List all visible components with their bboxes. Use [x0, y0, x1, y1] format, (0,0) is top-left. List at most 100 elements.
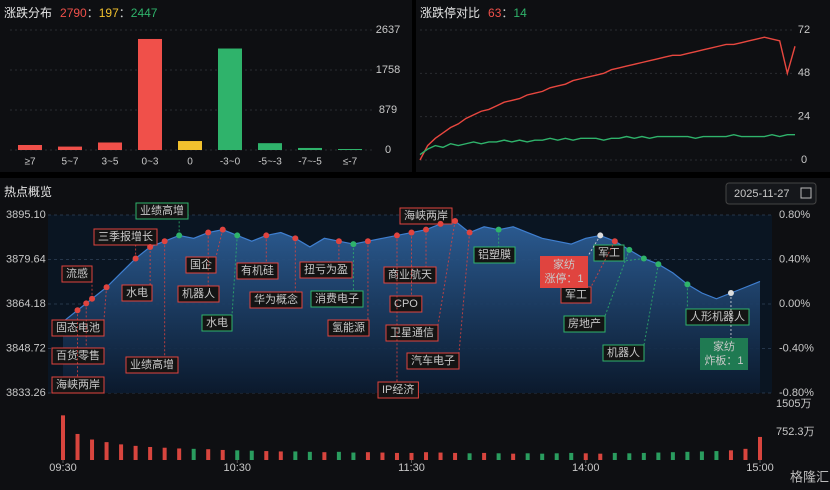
panel-title: 热点概览 — [4, 184, 52, 199]
volume-bar — [758, 436, 762, 460]
volume-bar — [685, 451, 690, 460]
volume-bar — [656, 452, 661, 460]
marker — [684, 281, 691, 288]
volume-bar — [133, 445, 138, 460]
x-tick-label: ≥7 — [24, 157, 35, 168]
marker — [423, 226, 430, 233]
volume-bar — [438, 452, 443, 460]
marker — [335, 238, 342, 245]
date-picker[interactable] — [725, 182, 817, 205]
leader-line — [231, 235, 238, 316]
annotation-box — [602, 344, 645, 362]
annotation-box — [249, 291, 303, 309]
marker — [495, 226, 502, 233]
marker — [350, 241, 357, 248]
y2-tick-label: 0.80% — [779, 209, 810, 221]
annotation-label: 华为概念 — [254, 292, 298, 306]
annotation-label: 有机硅 — [241, 263, 274, 277]
x-tick-label: -7~-5 — [298, 157, 322, 168]
volume-bar — [191, 448, 196, 460]
y-tick-label: 2637 — [376, 24, 400, 36]
summary-value: 2790 — [60, 6, 87, 20]
bar — [258, 143, 282, 150]
y2-tick-label: -0.80% — [779, 387, 814, 399]
marker — [74, 307, 81, 314]
volume-bar — [467, 453, 472, 460]
marker — [727, 290, 734, 297]
y2-tick-label: 0.40% — [779, 253, 810, 265]
y-tick-label: 3848.72 — [6, 342, 46, 354]
volume-bar — [336, 451, 341, 460]
marker — [176, 232, 183, 239]
annotation-label: IP经济 — [382, 382, 414, 396]
summary-value: 197 — [99, 6, 119, 20]
volume-bar — [220, 449, 225, 460]
annotation-box — [385, 324, 439, 342]
volume-bar — [293, 451, 298, 460]
line — [419, 134, 795, 156]
watermark: 格隆汇 — [790, 469, 829, 484]
annotation-box — [389, 295, 423, 313]
annotation-box — [177, 285, 220, 303]
y-tick-label: 48 — [798, 67, 810, 79]
marker — [611, 238, 618, 245]
volume-bar — [598, 453, 603, 460]
annotation-label: 铝塑膜 — [478, 247, 511, 261]
y-tick-label: 24 — [798, 111, 810, 123]
annotation-box — [406, 352, 460, 370]
marker — [437, 220, 444, 227]
annotation-label: 海峡两岸 — [56, 377, 100, 391]
calendar-icon[interactable] — [800, 187, 812, 199]
volume-bar — [453, 452, 458, 460]
volume-tick-label: 752.3万 — [776, 426, 815, 438]
annotation-label: 房地产 — [568, 316, 601, 330]
volume-bar — [743, 448, 748, 460]
annotation-label: 水电 — [206, 316, 228, 329]
x-tick-label: 09:30 — [49, 462, 77, 474]
x-tick-label: 10:30 — [223, 462, 251, 474]
annotation-label: 国企 — [190, 257, 212, 271]
volume-bar — [365, 452, 370, 460]
marker — [393, 232, 400, 239]
bar — [98, 142, 122, 150]
marker — [83, 300, 90, 307]
marker — [147, 243, 154, 250]
marker — [234, 232, 241, 239]
x-tick-label: 11:30 — [398, 462, 425, 474]
annotation-label: 扭亏为盈 — [304, 262, 348, 276]
volume-bar — [264, 451, 269, 460]
y-tick-label: 72 — [798, 24, 810, 36]
volume-bar — [104, 442, 109, 460]
annotation-box — [51, 376, 105, 394]
volume-bar — [394, 452, 399, 460]
x-tick-label: ≤-7 — [343, 157, 358, 168]
y2-tick-label: 0.00% — [779, 298, 810, 310]
annotation-box — [685, 308, 750, 326]
y-tick-label: 3879.64 — [6, 253, 46, 265]
marker — [364, 238, 371, 245]
leader-line — [103, 287, 108, 321]
volume-bar — [612, 452, 617, 460]
callout-title: 家纺 — [553, 257, 575, 271]
title: 涨跌停对比 — [420, 5, 480, 20]
annotation-box — [61, 265, 93, 283]
annotation-label: 业绩高增 — [140, 203, 184, 217]
volume-bar — [380, 452, 385, 460]
volume-bar — [511, 453, 516, 460]
annotation-label: 军工 — [565, 288, 587, 301]
callout-text: 涨停：1 — [544, 271, 583, 285]
x-tick-label: 0~3 — [142, 157, 159, 168]
y-tick-label: 0 — [385, 144, 391, 156]
date[interactable]: 2025-11-27 — [734, 188, 789, 200]
marker — [161, 238, 168, 245]
callout-box — [540, 256, 588, 288]
x-tick-label: -3~0 — [220, 157, 241, 168]
bar — [298, 147, 322, 150]
volume-bar — [177, 448, 182, 460]
annotation-box — [563, 315, 606, 333]
panel — [416, 0, 830, 172]
annotation-label: 水电 — [126, 286, 148, 299]
annotation-label: 流感 — [66, 266, 88, 280]
x-tick-label: 0 — [187, 157, 193, 168]
annotation-box — [299, 261, 353, 279]
